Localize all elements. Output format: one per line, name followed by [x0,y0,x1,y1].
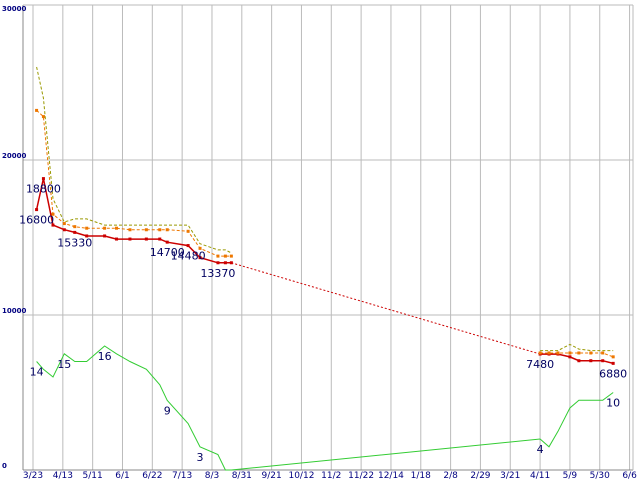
x-tick-label: 1/18 [411,471,431,480]
series-price-gap-connector [231,262,541,355]
series-avg-point [128,228,132,232]
series-high-line-a [36,66,232,254]
x-tick-label: 4/13 [53,471,73,480]
y-tick-label: 30000 [2,5,26,13]
data-label-count: 15 [57,358,71,371]
data-label-price: 14480 [171,250,206,263]
series-price-point [103,234,107,238]
series-avg-point [51,212,55,216]
series-price-point [223,261,227,265]
series-avg-point [577,351,581,355]
x-tick-label: 3/23 [23,471,43,480]
data-label-count: 4 [537,443,544,456]
series-price-point [216,261,220,265]
series-avg-point [144,228,148,232]
x-tick-label: 3/21 [500,471,520,480]
series-price-point [601,359,605,363]
series-price-point [35,208,39,212]
series-avg-point [547,351,551,355]
x-tick-label: 7/13 [172,471,192,480]
series-avg-point [538,351,542,355]
data-label-count: 16 [98,350,112,363]
series-price-point [144,237,148,241]
data-label-count: 3 [197,451,204,464]
series-avg-point [85,226,89,230]
data-label-count: 9 [164,404,171,417]
series-price-point [198,256,202,260]
series-high-line-b [540,343,614,352]
x-tick-label: 11/22 [348,471,374,480]
chart-grid [23,4,633,471]
data-label-count: 10 [606,397,620,410]
series-avg-point [73,225,77,229]
chart-series [35,66,615,471]
data-label-price: 6880 [599,367,627,380]
series-avg-point [223,254,227,258]
x-tick-label: 11/2 [321,471,341,480]
series-price-point [62,228,66,232]
series-avg-point [601,351,605,355]
series-avg-point [115,226,119,230]
series-avg-point [103,226,107,230]
series-price-point [611,361,615,365]
series-avg-point [611,355,615,359]
series-count-line [36,345,614,471]
series-price-point [568,355,572,359]
x-tick-label: 6/6 [622,471,637,480]
x-tick-label: 6/1 [115,471,129,480]
series-price-point [85,234,89,238]
series-avg-line-a [36,110,232,257]
data-label-price: 14700 [150,246,185,259]
series-price-point [229,261,233,265]
x-tick-label: 8/3 [205,471,219,480]
series-avg-point [41,115,45,119]
series-price-point [128,237,132,241]
series-avg-point [186,229,190,233]
series-avg-point [589,351,593,355]
series-price-point [577,359,581,363]
series-price-point [41,177,45,181]
series-avg-point [158,228,162,232]
y-axis-ticks: 0 10000 20000 30000 [2,5,26,470]
series-avg-point [198,246,202,250]
x-tick-label: 5/11 [83,471,103,480]
x-tick-label: 10/12 [288,471,314,480]
x-tick-label: 8/31 [232,471,252,480]
series-avg-point [216,254,220,258]
series-price-point [589,359,593,363]
x-tick-label: 4/11 [530,471,550,480]
data-label-count: 14 [30,366,44,379]
series-price-point [186,244,190,248]
series-price-point [115,237,119,241]
series-avg-point [35,108,39,112]
data-label-price: 16800 [19,214,54,227]
data-label-price: 18800 [26,183,61,196]
series-price-point [158,237,162,241]
series-avg-point [62,222,66,226]
series-avg-point [556,351,560,355]
y-tick-label: 10000 [2,307,26,315]
series-price-point [165,240,169,244]
x-tick-label: 5/9 [563,471,578,480]
data-label-price: 7480 [526,358,554,371]
series-price-point [73,230,77,234]
series-avg-point [165,228,169,232]
y-tick-label: 0 [2,462,7,470]
y-tick-label: 20000 [2,152,26,160]
x-tick-label: 9/21 [262,471,282,480]
x-tick-label: 12/14 [378,471,404,480]
x-tick-label: 2/8 [443,471,458,480]
series-avg-point [229,254,233,258]
x-axis-ticks: 3/23 4/13 5/11 6/1 6/22 7/13 8/3 8/31 9/21 10/12 1… [23,471,637,480]
x-tick-label: 6/22 [142,471,162,480]
chart-axes [22,4,634,471]
data-label-price: 15330 [57,236,92,249]
series-price-point [51,223,55,227]
series-avg-point [568,351,572,355]
x-tick-label: 5/30 [590,471,610,480]
x-tick-label: 2/29 [470,471,490,480]
data-label-price: 13370 [200,267,235,280]
